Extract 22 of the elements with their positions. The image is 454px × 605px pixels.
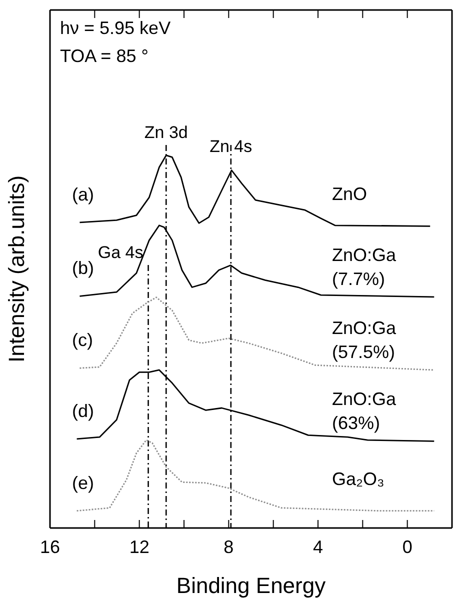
annotation: (b) bbox=[72, 258, 94, 278]
series-label: ZnO:Ga (7.7%) bbox=[332, 244, 398, 289]
annotation: (a) bbox=[72, 184, 94, 204]
text: TOA = 85 ° bbox=[60, 46, 148, 66]
x-tick-label: 8 bbox=[224, 536, 234, 557]
x-tick-label: 0 bbox=[402, 536, 412, 557]
annotation: (e) bbox=[72, 472, 94, 493]
annotation: (c) bbox=[72, 330, 93, 350]
series-label: ZnO:Ga (57.5%) bbox=[332, 318, 398, 362]
text: hν = 5.95 keV bbox=[60, 18, 171, 38]
ref-line-label: Zn 3d bbox=[144, 123, 188, 142]
ref-line-label: Ga 4s bbox=[98, 243, 144, 262]
ref-line-label: Zn 4s bbox=[210, 137, 252, 156]
x-tick-label: 16 bbox=[40, 536, 60, 557]
x-tick-label: 12 bbox=[129, 536, 150, 557]
series-label: ZnO:Ga (63%) bbox=[332, 389, 398, 434]
x-axis-title: Binding Energy bbox=[176, 573, 326, 598]
x-tick-label: 4 bbox=[312, 536, 324, 557]
annotation: (d) bbox=[72, 400, 94, 421]
y-axis-title: Intensity (arb.units) bbox=[4, 175, 29, 363]
series-label: ZnO bbox=[332, 184, 368, 204]
series-label: Ga₂O₃ bbox=[332, 468, 384, 489]
